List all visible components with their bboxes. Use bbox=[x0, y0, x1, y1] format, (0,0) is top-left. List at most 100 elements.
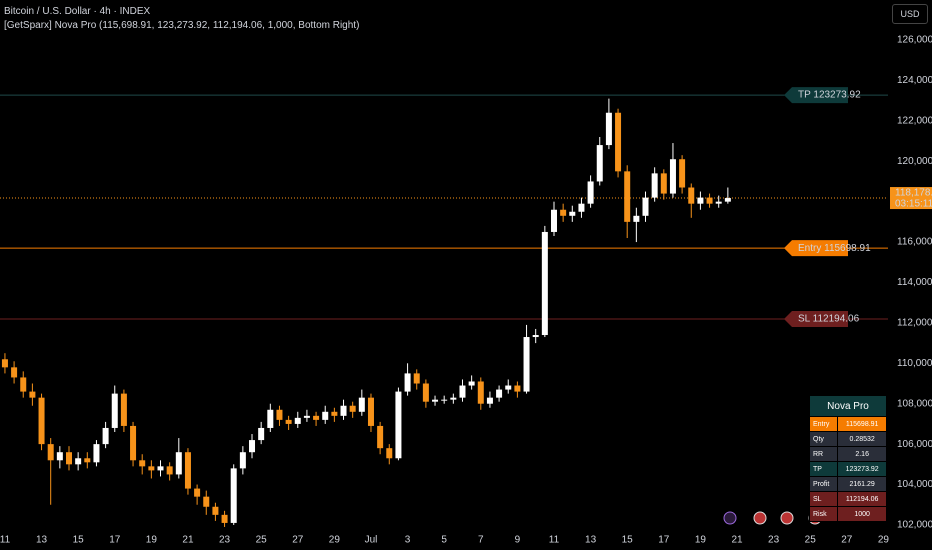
candle-body bbox=[459, 385, 466, 398]
x-tick-label: 11 bbox=[0, 535, 11, 546]
candle-body bbox=[404, 373, 411, 392]
candle-body bbox=[276, 409, 283, 420]
candle-body bbox=[194, 488, 201, 497]
candle-body bbox=[587, 181, 594, 204]
y-tick-label: 102,000.00 bbox=[897, 520, 932, 531]
candle-body bbox=[715, 201, 722, 204]
candle-body bbox=[313, 415, 320, 420]
candle-body bbox=[1, 359, 8, 368]
level-label-bg bbox=[784, 240, 848, 257]
x-tick-label: 23 bbox=[219, 535, 231, 546]
row-value: 115698.91 bbox=[837, 416, 887, 432]
candle-body bbox=[422, 383, 429, 402]
table-row: Risk 1000 bbox=[808, 506, 887, 522]
x-tick-label: 13 bbox=[585, 535, 597, 546]
x-tick-label: 21 bbox=[182, 535, 194, 546]
candle-body bbox=[340, 405, 347, 416]
symbol-title: Bitcoin / U.S. Dollar · 4h · INDEX bbox=[4, 6, 151, 17]
currency-button[interactable]: USD bbox=[892, 4, 928, 24]
candle-body bbox=[148, 466, 155, 471]
x-tick-label: 17 bbox=[109, 535, 121, 546]
x-tick-label: 25 bbox=[256, 535, 268, 546]
candle-body bbox=[633, 215, 640, 222]
x-tick-label: 27 bbox=[292, 535, 304, 546]
table-row: RR 2.16 bbox=[808, 446, 887, 462]
event-icon[interactable] bbox=[753, 511, 767, 525]
x-tick-label: 27 bbox=[841, 535, 853, 546]
row-label: Profit bbox=[808, 476, 839, 492]
candle-body bbox=[203, 496, 210, 507]
row-label: SL bbox=[808, 491, 839, 507]
candle-body bbox=[358, 397, 365, 412]
candle-body bbox=[166, 466, 173, 475]
candle-body bbox=[29, 391, 36, 398]
level-label-bg bbox=[784, 310, 848, 327]
candle-body bbox=[331, 411, 338, 416]
price-box bbox=[890, 187, 932, 210]
y-tick-label: 126,000.00 bbox=[897, 35, 932, 46]
candle-body bbox=[486, 397, 493, 404]
candle-body bbox=[386, 448, 393, 459]
candle-body bbox=[349, 405, 356, 412]
x-tick-label: 19 bbox=[695, 535, 707, 546]
candle-body bbox=[697, 197, 704, 204]
candle-body bbox=[596, 145, 603, 182]
candle-body bbox=[651, 173, 658, 198]
candle-body bbox=[303, 415, 310, 418]
row-value: 123273.92 bbox=[837, 461, 887, 477]
row-label: Risk bbox=[808, 506, 839, 522]
y-tick-label: 120,000.00 bbox=[897, 156, 932, 167]
candle-body bbox=[413, 373, 420, 384]
x-tick-label: 25 bbox=[805, 535, 817, 546]
x-tick-label: 7 bbox=[478, 535, 484, 546]
candle-body bbox=[514, 385, 521, 392]
candle-body bbox=[367, 397, 374, 426]
candle-body bbox=[230, 468, 237, 523]
candle-body bbox=[441, 399, 448, 401]
candle-body bbox=[432, 399, 439, 402]
candle-body bbox=[175, 452, 182, 475]
row-label: Qty bbox=[808, 431, 839, 447]
price-value: 118,178.45 bbox=[895, 188, 932, 199]
candle-body bbox=[130, 425, 137, 461]
y-tick-label: 104,000.00 bbox=[897, 479, 932, 490]
level-label: Entry 115698.91 bbox=[798, 243, 871, 254]
row-value: 1000 bbox=[837, 506, 887, 522]
candle-body bbox=[615, 112, 622, 172]
y-tick-label: 124,000.00 bbox=[897, 75, 932, 86]
candle-body bbox=[249, 440, 256, 453]
row-value: 2.16 bbox=[837, 446, 887, 462]
candle-body bbox=[523, 337, 530, 392]
y-tick-label: 114,000.00 bbox=[897, 277, 932, 288]
x-tick-label: 19 bbox=[146, 535, 158, 546]
y-tick-label: 112,000.00 bbox=[897, 318, 932, 329]
candle-body bbox=[578, 203, 585, 212]
x-tick-label: 11 bbox=[549, 535, 560, 546]
candle-body bbox=[157, 466, 164, 471]
candle-body bbox=[395, 391, 402, 459]
candle-body bbox=[642, 197, 649, 216]
candle-body bbox=[724, 198, 731, 202]
candle-body bbox=[624, 171, 631, 222]
event-icon[interactable] bbox=[780, 511, 794, 525]
row-value: 2161.29 bbox=[837, 476, 887, 492]
candle-body bbox=[505, 385, 512, 390]
candle-body bbox=[377, 425, 384, 449]
candle-body bbox=[75, 458, 82, 465]
indicator-title: [GetSparx] Nova Pro (115,698.91, 123,273… bbox=[4, 20, 360, 31]
x-tick-label: 21 bbox=[731, 535, 743, 546]
table-title: Nova Pro bbox=[809, 395, 887, 417]
x-tick-label: 29 bbox=[878, 535, 890, 546]
x-tick-label: Jul bbox=[365, 535, 378, 546]
candle-body bbox=[56, 452, 63, 461]
candle-body bbox=[38, 397, 45, 445]
candle-body bbox=[93, 444, 100, 463]
candle-body bbox=[541, 231, 548, 336]
candle-body bbox=[47, 444, 54, 461]
table-row: Profit 2161.29 bbox=[808, 476, 887, 492]
candle-body bbox=[468, 381, 475, 386]
row-label: TP bbox=[808, 461, 839, 477]
event-icon[interactable] bbox=[723, 511, 737, 525]
candle-body bbox=[184, 452, 191, 489]
